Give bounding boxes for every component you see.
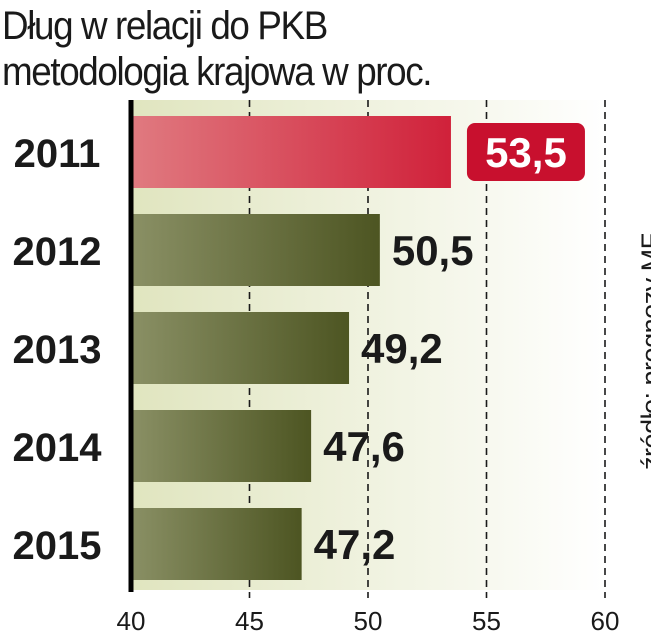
- bar: [131, 116, 451, 188]
- chart-title: Dług w relacji do PKB: [2, 4, 328, 48]
- x-tick-label: 45: [235, 606, 264, 636]
- bar: [131, 410, 312, 482]
- category-label: 2015: [13, 524, 102, 568]
- x-tick-label: 40: [117, 606, 146, 636]
- value-label: 50,5: [392, 227, 474, 274]
- value-label-box: [466, 123, 585, 181]
- bar: [131, 214, 380, 286]
- value-label: 49,2: [361, 325, 443, 372]
- value-label: 47,2: [314, 521, 396, 568]
- category-label: 2012: [13, 230, 102, 274]
- value-label: 53,5: [485, 129, 567, 176]
- category-label: 2013: [13, 328, 102, 372]
- x-tick-label: 55: [472, 606, 501, 636]
- chart-subtitle: metodologia krajowa w proc.: [2, 50, 432, 94]
- bar: [131, 508, 302, 580]
- value-label: 47,6: [323, 423, 405, 470]
- x-tick-label: 60: [591, 606, 620, 636]
- category-label: 2011: [14, 132, 101, 176]
- x-tick-label: 50: [354, 606, 383, 636]
- source-note: źródło: prognozy MF: [636, 233, 651, 470]
- category-label: 2014: [13, 426, 103, 470]
- bar: [131, 312, 350, 384]
